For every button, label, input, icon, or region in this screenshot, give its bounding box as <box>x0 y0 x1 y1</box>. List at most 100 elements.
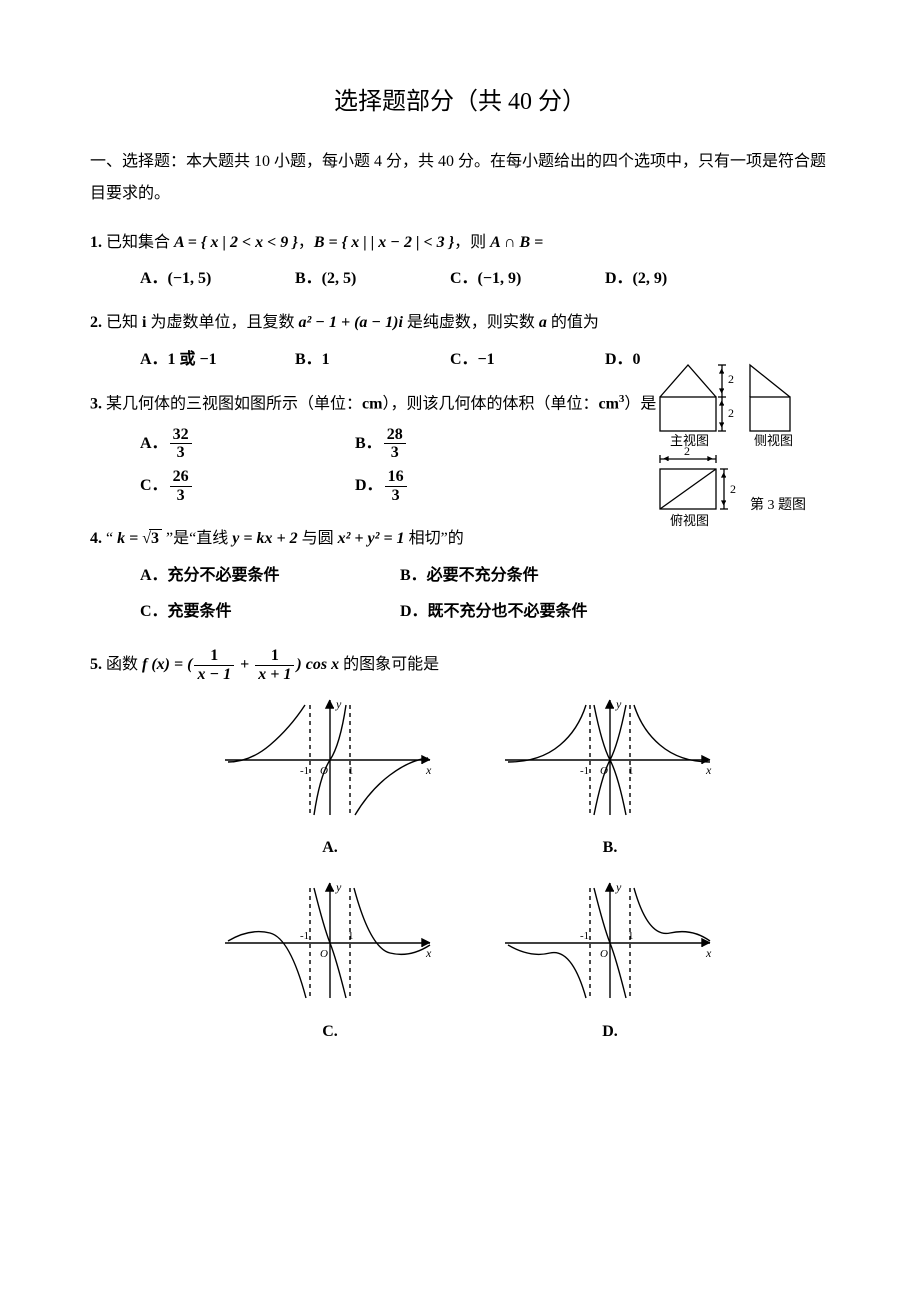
q2-text-b: 为虚数单位，且复数 <box>146 314 298 331</box>
q1-comma: ， <box>298 234 314 251</box>
q5-f1-num: 1 <box>194 647 234 666</box>
q3-options: A．323 B．283 C．263 D．163 <box>90 426 570 510</box>
origin: O <box>320 948 328 960</box>
axis-x: x <box>425 946 432 960</box>
q4-with: 与圆 <box>298 530 338 547</box>
neg1: -1 <box>580 930 589 942</box>
question-3: 3. 某几何体的三视图如图所示（单位：cm），则该几何体的体积（单位：cm3）是… <box>90 389 830 510</box>
q2-text-a: 已知 <box>102 314 142 331</box>
q4-line-eq: y = kx + 2 <box>232 530 297 547</box>
q3-b-num: 28 <box>384 426 406 445</box>
q3-d-num: 16 <box>385 468 407 487</box>
q5-graph-d[interactable]: x y -1 1 O D. <box>500 873 720 1047</box>
q1-number: 1. <box>90 234 102 251</box>
q3-front-label: 主视图 <box>670 433 709 448</box>
q5-f2-den: x + 1 <box>255 666 294 684</box>
q3-dim-2b: 2 <box>728 406 734 420</box>
q4-opt-a[interactable]: A．充分不必要条件 <box>140 561 400 591</box>
q3-d-label: D． <box>355 477 383 494</box>
axis-x: x <box>425 763 432 777</box>
q3-text-b: ），则该几何体的体积（单位： <box>382 395 598 412</box>
q4-opt-d[interactable]: D．既不充分也不必要条件 <box>400 597 660 627</box>
q5-text-a: 函数 <box>102 656 142 673</box>
axis-x: x <box>705 763 712 777</box>
q3-b-den: 3 <box>384 444 406 462</box>
q3-dim-2d: 2 <box>730 482 736 496</box>
q3-c-label: C． <box>140 477 168 494</box>
q1-opt-a[interactable]: A．(−1, 5) <box>140 264 250 294</box>
q3-c-num: 26 <box>170 468 192 487</box>
q5-opt-b-label: B. <box>500 833 720 863</box>
q5-opt-d-label: D. <box>500 1017 720 1047</box>
question-5: 5. 函数 f (x) = (1x − 1 + 1x + 1) cos x 的图… <box>90 647 830 1047</box>
q4-keq: k = <box>117 530 142 547</box>
q3-a-num: 32 <box>170 426 192 445</box>
origin: O <box>320 765 328 777</box>
q1-opt-d[interactable]: D．(2, 9) <box>605 264 715 294</box>
q1-opt-c[interactable]: C．(−1, 9) <box>450 264 560 294</box>
axis-y: y <box>615 880 622 894</box>
q3-opt-a[interactable]: A．323 <box>140 426 355 462</box>
q4-of: 的 <box>448 530 464 547</box>
pos1: 1 <box>348 930 354 942</box>
q1-then: ，则 <box>454 234 490 251</box>
q3-a-den: 3 <box>170 444 192 462</box>
q3-side-label: 侧视图 <box>754 433 793 448</box>
q4-is: 是 <box>173 530 189 547</box>
q4-options: A．充分不必要条件 B．必要不充分条件 C．充要条件 D．既不充分也不必要条件 <box>90 561 740 634</box>
q4-ql1: “ <box>102 530 117 547</box>
q4-tangent: 相切 <box>405 530 441 547</box>
q2-number: 2. <box>90 314 102 331</box>
q3-number: 3. <box>90 395 102 412</box>
q4-qr1: ” <box>162 530 173 547</box>
q5-graph-a[interactable]: x y -1 1 O A. <box>220 690 440 864</box>
q2-opt-c[interactable]: C．−1 <box>450 345 560 375</box>
neg1: -1 <box>300 765 309 777</box>
origin: O <box>600 948 608 960</box>
q3-opt-b[interactable]: B．283 <box>355 426 570 462</box>
q3-d-den: 3 <box>385 487 407 505</box>
q5-opt-c-label: C. <box>220 1017 440 1047</box>
q2-opt-a[interactable]: A．1 或 −1 <box>140 345 250 375</box>
q4-opt-c[interactable]: C．充要条件 <box>140 597 400 627</box>
q2-text-c: 是纯虚数，则实数 <box>403 314 539 331</box>
q5-graphs: x y -1 1 O A. x <box>220 690 780 1048</box>
q1-text-a: 已知集合 <box>102 234 174 251</box>
q4-number: 4. <box>90 530 102 547</box>
question-4: 4. “ k = √3 ”是“直线 y = kx + 2 与圆 x² + y² … <box>90 524 830 633</box>
q3-b-label: B． <box>355 435 382 452</box>
q3-opt-d[interactable]: D．163 <box>355 468 570 504</box>
q4-qr2: ” <box>441 530 448 547</box>
axis-x: x <box>705 946 712 960</box>
q3-cm: cm <box>362 395 382 412</box>
neg1: -1 <box>580 765 589 777</box>
three-view-diagram: 2 2 2 2 主视图 侧视图 俯视图 第 3 题图 <box>650 359 840 549</box>
origin: O <box>600 765 608 777</box>
q4-opt-b[interactable]: B．必要不充分条件 <box>400 561 660 591</box>
q5-text-b: 的图象可能是 <box>339 656 439 673</box>
q5-graph-c[interactable]: x y -1 1 O C. <box>220 873 440 1047</box>
pos1: 1 <box>628 765 634 777</box>
neg1: -1 <box>300 930 309 942</box>
q2-text-d: 的值为 <box>547 314 599 331</box>
page-title: 选择题部分（共 40 分） <box>90 80 830 126</box>
q5-plus: + <box>236 656 253 673</box>
q2-opt-b[interactable]: B．1 <box>295 345 405 375</box>
q5-f1-den: x − 1 <box>194 666 234 684</box>
q4-sqrt-val: 3 <box>149 529 162 547</box>
q5-number: 5. <box>90 656 102 673</box>
q3-cm3a: cm <box>598 395 618 412</box>
q3-caption: 第 3 题图 <box>750 496 806 513</box>
section-instructions: 一、选择题：本大题共 10 小题，每小题 4 分，共 40 分。在每小题给出的四… <box>90 146 830 210</box>
q1-options: A．(−1, 5) B．(2, 5) C．(−1, 9) D．(2, 9) <box>90 264 830 294</box>
q1-opt-b[interactable]: B．(2, 5) <box>295 264 405 294</box>
q5-f2-num: 1 <box>255 647 294 666</box>
axis-y: y <box>335 880 342 894</box>
q3-dim-2a: 2 <box>728 372 734 386</box>
pos1: 1 <box>628 930 634 942</box>
question-1: 1. 已知集合 A = { x | 2 < x < 9 }，B = { x | … <box>90 228 830 295</box>
q3-opt-c[interactable]: C．263 <box>140 468 355 504</box>
q4-line-a: 直线 <box>196 530 232 547</box>
q5-graph-b[interactable]: x y -1 1 O B. <box>500 690 720 864</box>
q1-intersection: A ∩ B = <box>490 234 543 251</box>
